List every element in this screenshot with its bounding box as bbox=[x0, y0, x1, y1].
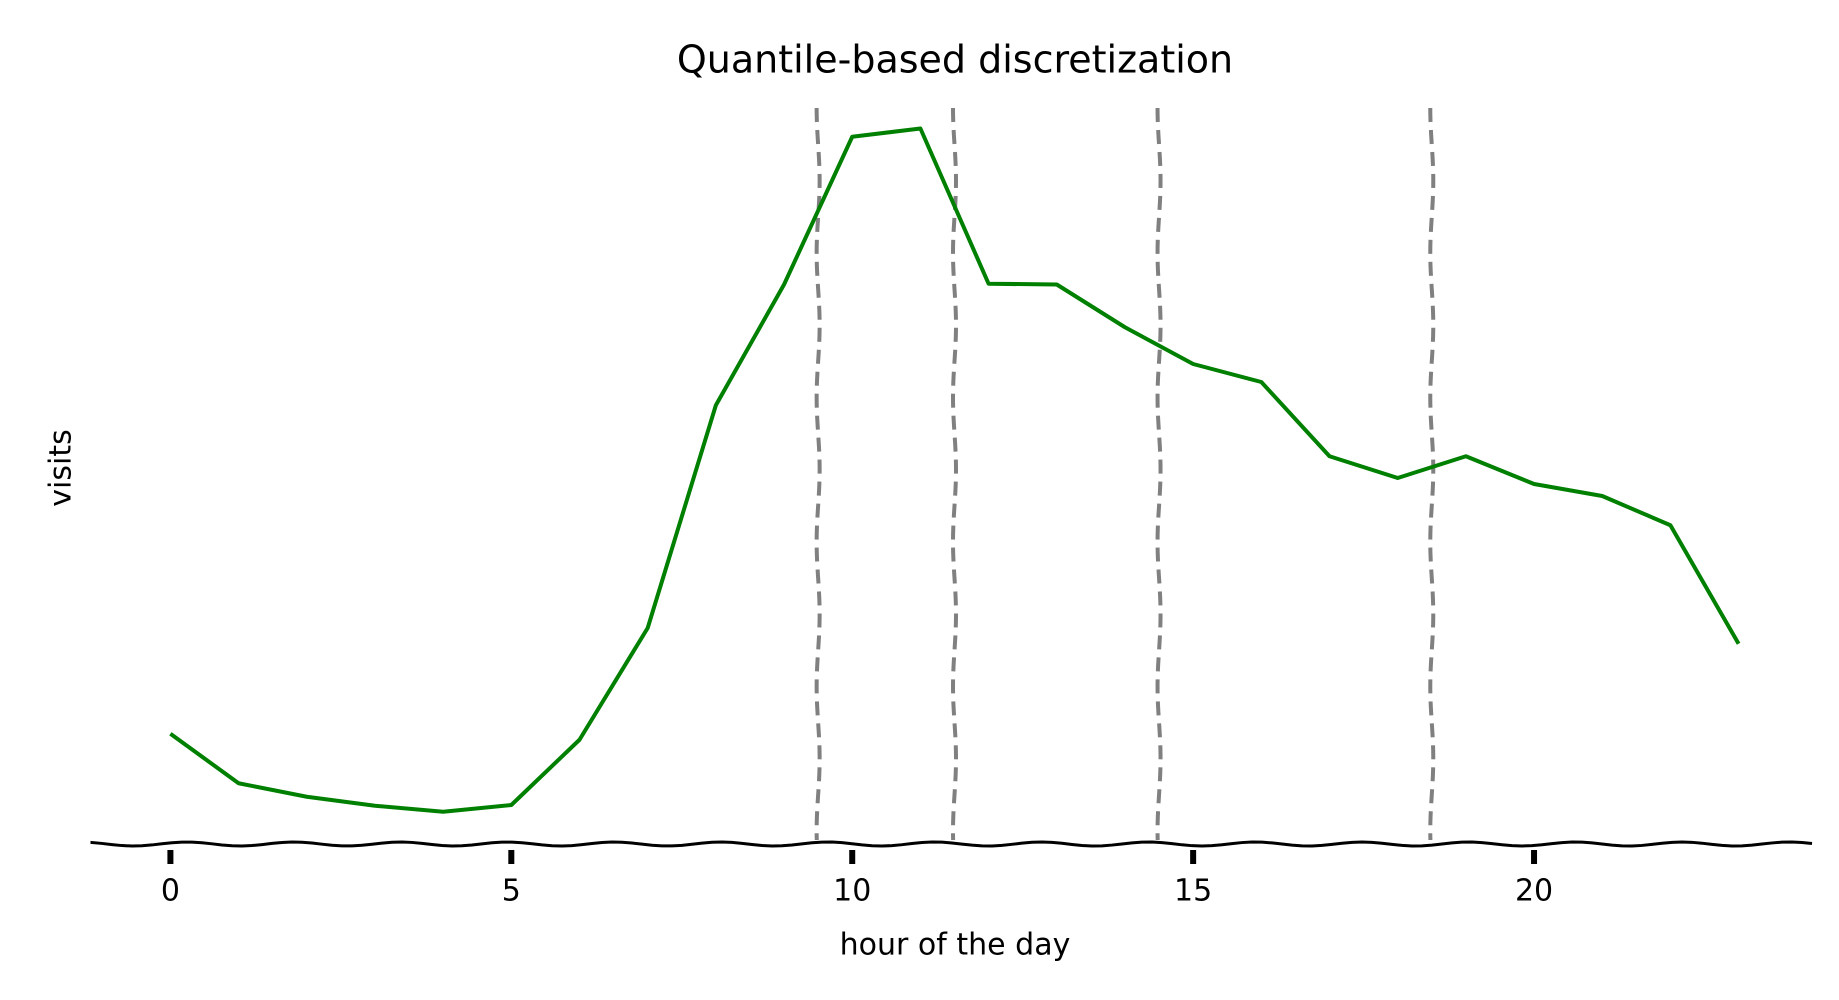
x-tick-label: 15 bbox=[1174, 874, 1212, 909]
x-tick-label: 10 bbox=[833, 874, 871, 909]
line-series bbox=[169, 126, 1741, 814]
quantile-line bbox=[814, 107, 822, 841]
quantile-line bbox=[951, 107, 958, 841]
x-tick-label: 20 bbox=[1515, 874, 1553, 909]
y-axis-label: visits bbox=[44, 429, 79, 506]
x-tick-label: 0 bbox=[161, 874, 180, 909]
quantile-line bbox=[1155, 107, 1163, 841]
x-axis-label: hour of the day bbox=[840, 928, 1071, 963]
chart-title: Quantile-based discretization bbox=[677, 38, 1233, 82]
quantile-line bbox=[1428, 107, 1436, 841]
x-axis-line bbox=[90, 840, 1813, 848]
x-tick-label: 5 bbox=[502, 874, 521, 909]
